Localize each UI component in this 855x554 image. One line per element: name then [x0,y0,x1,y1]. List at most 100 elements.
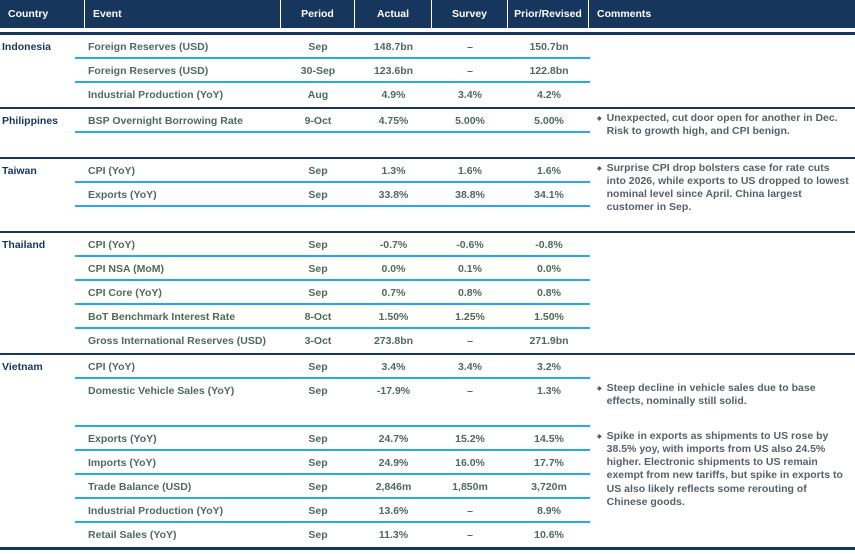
prior-cell: 8.9% [537,505,561,517]
actual-cell: -17.9% [376,385,411,397]
country-section-indonesia: Indonesia Foreign Reserves (USD) Sep 148.7b… [0,35,855,109]
header-comments: Comments [597,8,652,20]
survey-cell: 16.0% [455,457,485,469]
period-cell: 9-Oct [304,115,332,127]
period-cell: Sep [308,361,328,373]
actual-cell: 11.3% [378,529,409,541]
prior-cell: 3.2% [537,361,561,373]
survey-cell: 38.8% [455,189,485,201]
event-cell: BoT Benchmark Interest Rate [88,311,236,323]
table-row: CPI NSA (MoM) Sep 0.0% 0.1% 0.0% [0,257,855,281]
table-row: Foreign Reserves (USD) 30-Sep 123.6bn – 122.… [0,59,855,83]
actual-cell: 3.4% [381,361,406,373]
table-row: CPI Core (YoY) Sep 0.7% 0.8% 0.8% [0,281,855,305]
event-cell: Exports (YoY) [88,189,157,201]
country-section-philippines: Philippines BSP Overnight Borrowing Rate 9… [0,109,855,159]
bullet-diamond-icon: ◆ [597,386,602,392]
event-cell: CPI Core (YoY) [88,287,162,299]
comment-text: Steep decline in vehicle sales due to ba… [606,382,816,408]
comment-text: Unexpected, cut door open for another in… [606,112,838,138]
table-header: Country Event Period Actual Survey Prior… [0,0,855,28]
actual-cell: 4.75% [378,115,409,127]
survey-cell: – [467,335,473,347]
event-cell: Exports (YoY) [88,433,157,445]
survey-cell: 3.4% [458,361,482,373]
actual-cell: 33.8% [378,189,409,201]
comment-note: ◆ Spike in exports as shipments to US ros… [597,430,849,509]
event-cell: Foreign Reserves (USD) [88,41,209,53]
period-cell: Sep [308,481,328,493]
event-cell: BSP Overnight Borrowing Rate [88,115,243,127]
period-cell: Sep [308,263,328,275]
survey-cell: 1,850m [452,481,488,493]
actual-cell: 148.7bn [373,41,414,53]
period-cell: 30-Sep [300,65,336,77]
survey-cell: -0.6% [456,239,484,251]
actual-cell: 123.6bn [373,65,414,77]
event-cell: Gross International Reserves (USD) [88,335,266,347]
table-row: Industrial Production (YoY) Sep 13.6% – 8.9% [0,499,855,523]
event-cell: Industrial Production (YoY) [88,505,224,517]
period-cell: Sep [308,385,328,397]
prior-cell: 150.7bn [529,41,569,53]
actual-cell: 0.7% [381,287,406,299]
table-row: Imports (YoY) Sep 24.9% 16.0% 17.7% [0,451,855,475]
prior-cell: 3,720m [531,481,567,493]
country-name: Vietnam [2,361,43,373]
survey-cell: – [467,385,473,397]
event-cell: CPI (YoY) [88,165,136,177]
table-body: Indonesia Foreign Reserves (USD) Sep 148.7b… [0,32,855,550]
country-name: Indonesia [2,41,52,53]
table-row: Industrial Production (YoY) Aug 4.9% 3.4% 4.… [0,83,855,107]
prior-cell: -0.8% [535,239,563,251]
actual-cell: 24.7% [378,433,409,445]
period-cell: 3-Oct [304,335,332,347]
table-row: BoT Benchmark Interest Rate 8-Oct 1.50% 1.2… [0,305,855,329]
prior-cell: 4.2% [537,89,561,101]
survey-cell: – [467,505,473,517]
survey-cell: 1.6% [458,165,482,177]
table-row: Domestic Vehicle Sales (YoY) Sep -17.9% – 1.… [0,379,855,427]
header-event: Event [85,0,281,28]
comment-note: ◆ Surprise CPI drop bolsters case for rat… [597,162,849,215]
table-row: CPI (YoY) Sep 1.3% 1.6% 1.6% ◆ Surprise CPI dr… [0,159,855,213]
actual-cell: 4.9% [381,89,406,101]
event-cell: Industrial Production (YoY) [88,89,224,101]
table-row: CPI (YoY) Sep -0.7% -0.6% -0.8% [0,233,855,257]
bullet-diamond-icon: ◆ [597,166,602,172]
table-row: Exports (YoY) Sep 33.8% 38.8% 34.1% [0,183,855,207]
actual-cell: 273.8bn [373,335,414,347]
table-row: Gross International Reserves (USD) 3-Oct 2… [0,329,855,353]
comment-note: ◆ Steep decline in vehicle sales due to b… [597,382,849,408]
actual-cell: 0.0% [381,263,406,275]
prior-cell: 14.5% [534,433,564,445]
event-cell: Trade Balance (USD) [88,481,192,493]
comment-text: Surprise CPI drop bolsters case for rate… [606,162,849,214]
prior-cell: 10.6% [534,529,564,541]
survey-cell: 3.4% [458,89,482,101]
event-cell: Retail Sales (YoY) [88,529,177,541]
event-cell: CPI NSA (MoM) [88,263,165,275]
period-cell: Aug [307,89,329,101]
survey-cell: 0.8% [458,287,482,299]
survey-cell: 1.25% [455,311,485,323]
prior-cell: 5.00% [534,115,564,127]
header-prior-revised: Prior/Revised [508,0,589,28]
header-actual: Actual [355,0,432,28]
period-cell: Sep [308,457,328,469]
actual-cell: 24.9% [378,457,409,469]
survey-cell: – [467,41,473,53]
table-row: BSP Overnight Borrowing Rate 9-Oct 4.75% 5.… [0,109,855,137]
actual-cell: -0.7% [379,239,408,251]
table-row: Retail Sales (YoY) Sep 11.3% – 10.6% [0,523,855,547]
survey-cell: – [467,65,473,77]
period-cell: Sep [308,433,328,445]
period-cell: Sep [308,165,328,177]
event-cell: Foreign Reserves (USD) [88,65,209,77]
prior-cell: 122.8bn [529,65,569,77]
bullet-diamond-icon: ◆ [597,434,602,440]
event-cell: Domestic Vehicle Sales (YoY) [88,385,235,397]
period-cell: Sep [308,41,328,53]
event-cell: CPI (YoY) [88,239,136,251]
table-row: Exports (YoY) Sep 24.7% 15.2% 14.5% ◆ Spike in… [0,427,855,508]
